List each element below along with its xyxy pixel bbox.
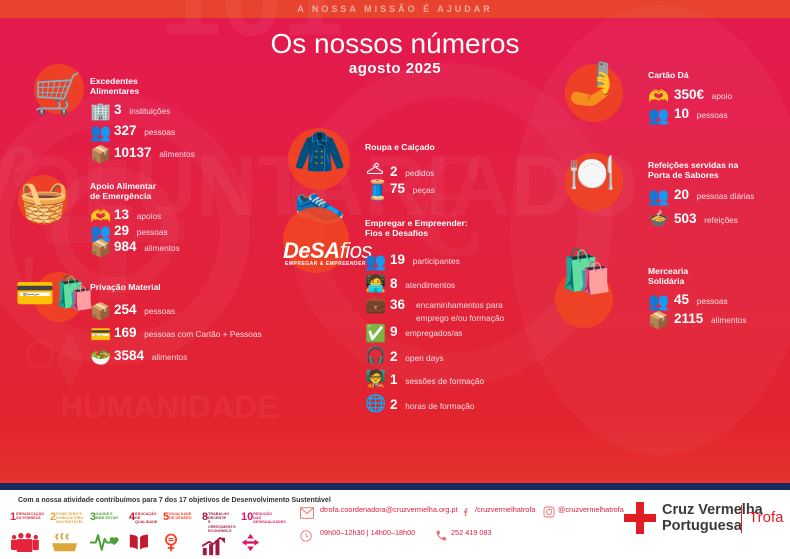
- svg-text:HUMANIDADE: HUMANIDADE: [60, 389, 279, 425]
